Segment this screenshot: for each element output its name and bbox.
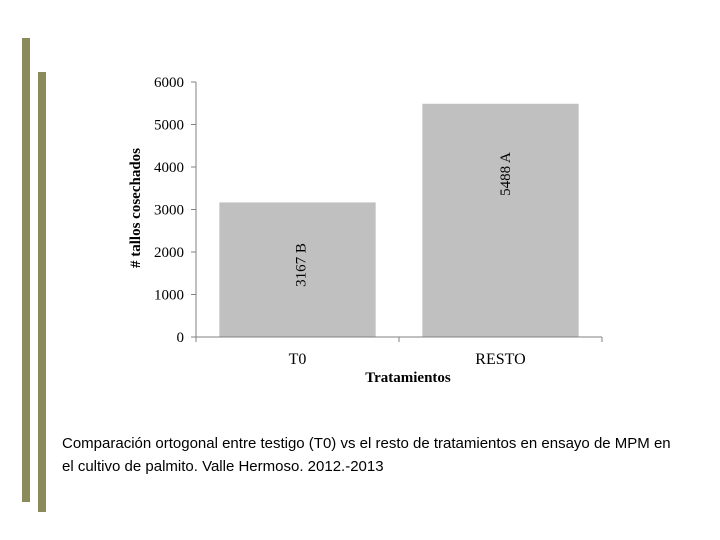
y-tick-label: 6000 — [154, 75, 184, 91]
x-category-label: RESTO — [475, 351, 525, 368]
bars — [219, 103, 579, 337]
bar-data-label: 3167 B — [293, 243, 309, 287]
y-axis-ticks: 0 1000 2000 3000 4000 5000 6000 — [154, 75, 603, 346]
y-tick-label: 2000 — [154, 245, 184, 261]
x-category-label: T0 — [289, 351, 307, 368]
bar-t0 — [219, 202, 376, 337]
x-axis-category-labels: T0 RESTO — [289, 351, 526, 368]
decorative-vertical-bar-left — [22, 38, 30, 502]
y-tick-label: 5000 — [154, 118, 184, 134]
bar-data-labels: 3167 B 5488 A — [293, 152, 514, 287]
y-axis-title: # tallos cosechados — [128, 148, 144, 268]
bar-resto — [422, 103, 579, 337]
bar-chart: 0 1000 2000 3000 4000 5000 6000 3167 B 5488 A T… — [128, 75, 603, 386]
decorative-vertical-bar-right — [38, 72, 46, 512]
y-tick-label: 1000 — [154, 288, 184, 304]
y-tick-label: 3000 — [154, 203, 184, 219]
y-tick-label: 4000 — [154, 160, 184, 176]
y-tick-label: 0 — [177, 330, 185, 346]
bar-data-label: 5488 A — [498, 152, 514, 196]
figure-caption: Comparación ortogonal entre testigo (T0)… — [62, 435, 671, 475]
x-axis-title: Tratamientos — [365, 370, 451, 386]
